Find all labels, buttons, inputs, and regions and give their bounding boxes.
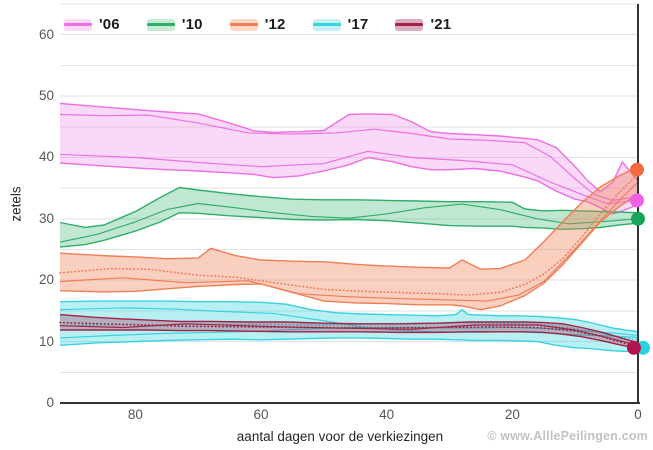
legend-swatch-21-icon: [395, 18, 424, 31]
legend-label-10: '10: [181, 16, 203, 33]
legend-item-21[interactable]: '21: [395, 16, 451, 33]
average-dotted-line-12: [59, 173, 639, 296]
legend-swatch-line-17: [312, 23, 341, 26]
y-axis-title: zetels: [8, 186, 24, 222]
band-lower-edge-12: [59, 193, 639, 311]
result-dot-12: [630, 162, 644, 177]
legend-swatch-06-icon: [64, 18, 92, 31]
watermark: © www.AlllePeilingen.com: [487, 429, 648, 443]
legend-label-21: '21: [430, 16, 452, 33]
result-dot-06: [630, 193, 644, 208]
legend-item-06[interactable]: '06: [64, 16, 120, 33]
series-12: [59, 166, 639, 311]
series-21: [59, 313, 639, 350]
legend-swatch-12-icon: [229, 18, 258, 31]
legend-label-17: '17: [347, 16, 369, 33]
legend-swatch-line-10: [146, 23, 175, 26]
legend: '06 '10 '12 '17 '21: [64, 16, 478, 33]
series-10: [59, 186, 639, 248]
band-17: [60, 301, 638, 352]
band-06: [60, 103, 638, 214]
legend-label-06: '06: [99, 16, 120, 33]
band-upper-edge-21: [59, 313, 639, 344]
band-lower-edge-21: [60, 329, 639, 350]
average-dotted-line-21: [59, 321, 639, 348]
poll-line-12-0: [59, 181, 639, 302]
poll-line-10-0: [59, 202, 639, 243]
poll-line-06-0: [59, 113, 639, 201]
gridlines: [60, 3, 638, 373]
band-12: [60, 166, 638, 310]
legend-swatch-line-12: [229, 23, 258, 26]
legend-item-12[interactable]: '12: [229, 16, 286, 33]
legend-swatch-10-icon: [146, 18, 175, 31]
legend-label-12: '12: [264, 16, 286, 33]
legend-item-10[interactable]: '10: [146, 16, 203, 33]
legend-swatch-17-icon: [312, 18, 341, 31]
result-dots: [627, 162, 650, 355]
legend-swatch-line-06: [64, 23, 92, 26]
band-upper-edge-17: [59, 300, 639, 333]
band-upper-edge-12: [59, 166, 639, 270]
result-dot-10: [631, 211, 645, 226]
series-06: [59, 102, 639, 215]
band-lower-edge-17: [59, 337, 638, 353]
x-axis-title: aantal dagen voor de verkiezingen: [236, 429, 444, 444]
legend-swatch-line-21: [395, 23, 424, 26]
legend-item-17[interactable]: '17: [312, 16, 369, 33]
band-upper-edge-06: [59, 102, 639, 193]
band-lower-edge-10: [59, 211, 639, 248]
poll-line-06-1: [59, 150, 639, 205]
band-upper-edge-10: [59, 186, 639, 229]
poll-line-17-0: [59, 307, 639, 338]
result-dot-21: [627, 340, 641, 355]
